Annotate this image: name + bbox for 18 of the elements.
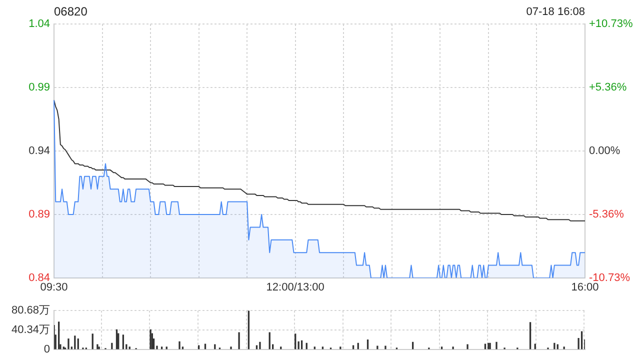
y2-tick-label: -5.36%	[589, 208, 624, 220]
y-tick-label: 0.94	[28, 145, 50, 158]
x-tick-label: 09:30	[40, 282, 68, 294]
y2-tick-label: +5.36%	[589, 82, 627, 94]
y2-tick-label: -10.73%	[589, 272, 630, 284]
y-tick-label: 0.84	[28, 272, 50, 284]
y-tick-label: 0.89	[28, 208, 50, 221]
x-tick-label: 16:00	[571, 282, 599, 294]
x-tick-label: 12:00/13:00	[266, 282, 324, 294]
y2-tick-label: +10.73%	[589, 18, 633, 30]
y-tick-label: 1.04	[28, 18, 50, 30]
text: 07-18 16:08	[526, 6, 585, 18]
y-tick-label: 80.68万	[11, 304, 50, 317]
y2-tick-label: 0.00%	[589, 145, 620, 158]
y-tick-label: 40.34万	[11, 324, 50, 336]
chart-title: 06820	[54, 4, 88, 18]
y-tick-label: 0	[44, 343, 50, 356]
y-tick-label: 0.99	[28, 82, 50, 94]
